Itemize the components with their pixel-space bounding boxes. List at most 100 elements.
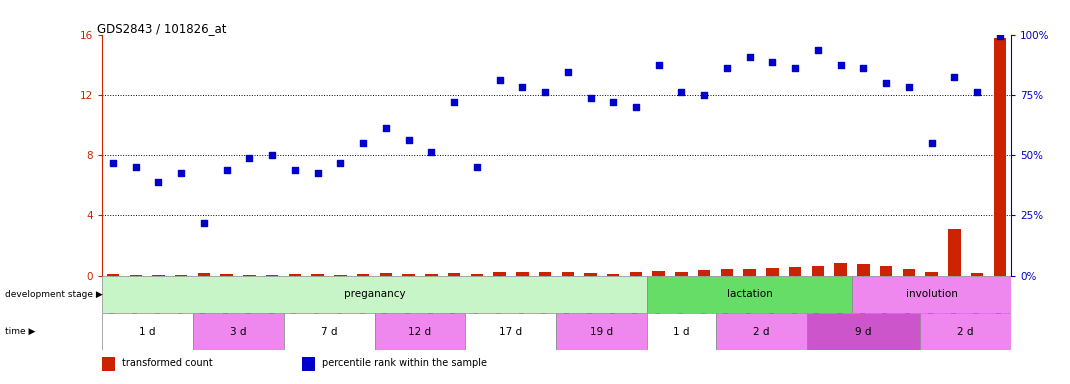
Bar [357, 274, 369, 276]
Bar [721, 270, 733, 276]
Bar [284, 313, 374, 351]
Point [172, 170, 189, 176]
Point [946, 74, 963, 80]
Bar [471, 273, 483, 276]
Text: 1 d: 1 d [139, 327, 155, 337]
Point [627, 104, 644, 110]
Bar [857, 264, 870, 276]
Text: percentile rank within the sample: percentile rank within the sample [322, 358, 487, 368]
Point [196, 220, 213, 226]
Text: 9 d: 9 d [855, 327, 872, 337]
Bar [903, 268, 915, 276]
Point [718, 65, 735, 71]
Bar [744, 268, 755, 276]
Bar [107, 274, 119, 276]
Bar [448, 273, 460, 276]
Point [218, 167, 235, 173]
Bar [102, 357, 116, 371]
Text: 1 d: 1 d [673, 327, 690, 337]
Point [560, 69, 577, 75]
Bar [402, 274, 415, 276]
Point [514, 84, 531, 90]
Bar [220, 274, 233, 276]
Bar [926, 271, 937, 276]
Point [968, 89, 985, 95]
Bar [948, 229, 961, 276]
Bar [675, 271, 688, 276]
Text: 3 d: 3 d [230, 327, 246, 337]
Bar [493, 273, 506, 276]
Bar [920, 313, 1011, 351]
Point [832, 62, 850, 68]
Point [651, 62, 668, 68]
Bar [102, 313, 193, 351]
Text: preganancy: preganancy [343, 290, 406, 300]
Point [354, 140, 371, 146]
Point [855, 65, 872, 71]
Point [241, 155, 258, 161]
Bar [653, 271, 664, 276]
Bar [716, 313, 807, 351]
Point [696, 92, 713, 98]
Bar [789, 267, 801, 276]
Point [332, 160, 349, 166]
Bar [380, 273, 392, 276]
Text: 17 d: 17 d [500, 327, 522, 337]
Text: involution: involution [905, 290, 958, 300]
Text: 19 d: 19 d [591, 327, 613, 337]
Bar [647, 276, 852, 313]
Text: 2 d: 2 d [753, 327, 769, 337]
Bar [630, 273, 642, 276]
Bar [516, 273, 529, 276]
Point [423, 149, 440, 155]
Bar [807, 313, 920, 351]
Bar [152, 275, 165, 276]
Bar [539, 273, 551, 276]
Point [378, 125, 395, 131]
Bar [584, 273, 597, 276]
Point [491, 77, 508, 83]
Point [309, 170, 326, 176]
Bar [812, 266, 824, 276]
Bar [334, 275, 347, 276]
Bar [266, 275, 278, 276]
Bar [607, 274, 620, 276]
Bar [425, 274, 438, 276]
Bar [129, 275, 142, 276]
Point [923, 140, 941, 146]
Text: transformed count: transformed count [122, 358, 213, 368]
Text: GDS2843 / 101826_at: GDS2843 / 101826_at [97, 22, 227, 35]
Point [263, 152, 280, 158]
Text: 2 d: 2 d [958, 327, 974, 337]
Bar [880, 266, 892, 276]
Bar [102, 276, 647, 313]
Point [900, 84, 917, 90]
Bar [766, 268, 779, 276]
Point [582, 95, 599, 101]
Bar [852, 276, 1011, 313]
Point [127, 164, 144, 170]
Point [991, 33, 1008, 39]
Bar [647, 313, 716, 351]
Bar [311, 274, 324, 276]
Point [764, 59, 781, 65]
Point [877, 80, 895, 86]
Bar [465, 313, 556, 351]
Bar [243, 275, 256, 276]
Bar [198, 273, 210, 276]
Bar [835, 263, 846, 276]
Point [469, 164, 486, 170]
Bar [302, 357, 316, 371]
Point [400, 137, 417, 143]
Bar [374, 313, 465, 351]
Point [536, 89, 553, 95]
Bar [994, 38, 1006, 276]
Point [673, 89, 690, 95]
Point [105, 160, 122, 166]
Point [605, 99, 622, 106]
Text: 7 d: 7 d [321, 327, 337, 337]
Text: lactation: lactation [727, 290, 773, 300]
Text: time ▶: time ▶ [5, 327, 35, 336]
Point [150, 179, 167, 185]
Text: 12 d: 12 d [409, 327, 431, 337]
